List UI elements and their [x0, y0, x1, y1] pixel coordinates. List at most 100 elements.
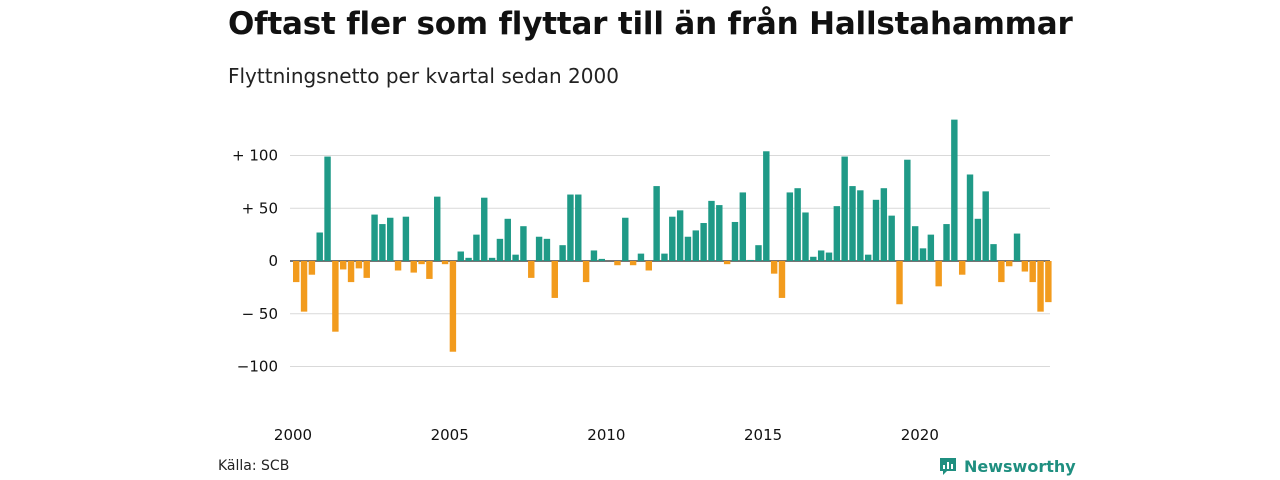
bar-q90	[990, 244, 997, 261]
bar-q38	[582, 261, 590, 283]
bar-q71	[841, 156, 848, 261]
bar-q88	[974, 218, 982, 261]
bar-q97	[1045, 261, 1052, 303]
bar-q54	[708, 200, 715, 261]
bar-q79	[904, 159, 911, 261]
bar-q1	[293, 261, 300, 283]
bar-q51	[684, 236, 692, 261]
bar-q62	[770, 261, 778, 274]
bar-q76	[880, 188, 888, 261]
brand-name: Newsworthy	[964, 456, 1076, 476]
bar-q85	[951, 119, 958, 261]
bar-q80	[911, 226, 919, 261]
bar-q45	[637, 253, 645, 261]
bar-q20	[441, 261, 449, 265]
bar-q32	[535, 236, 543, 261]
bar-q9	[355, 261, 363, 269]
bar-q46	[645, 261, 652, 271]
bar-q28	[504, 218, 511, 261]
bar-q58	[739, 192, 747, 262]
bar-q6	[332, 261, 339, 332]
bar-q39	[590, 250, 598, 261]
chart-subtitle: Flyttningsnetto per kvartal sedan 2000	[228, 64, 619, 88]
bar-q68	[817, 250, 825, 261]
bar-q56	[723, 261, 731, 265]
chart-title: Oftast fler som flyttar till än från Hal…	[228, 6, 1073, 42]
bar-q43	[622, 217, 629, 261]
bar-q35	[559, 245, 566, 261]
bar-q57	[731, 221, 739, 261]
y-tick-label: + 100	[232, 147, 278, 165]
bar-q72	[849, 186, 856, 261]
bar-q64	[786, 192, 794, 262]
bar-q61	[763, 151, 770, 261]
bar-q75	[872, 199, 880, 261]
bar-q42	[614, 261, 621, 266]
bar-q96	[1037, 261, 1044, 312]
bar-q23	[465, 257, 472, 261]
x-tick-label: 2015	[744, 426, 782, 444]
bar-q48	[661, 253, 668, 261]
bar-q74	[864, 254, 872, 261]
x-tick-label: 2005	[431, 426, 469, 444]
bar-q66	[802, 212, 809, 261]
bar-q36	[567, 194, 574, 261]
y-tick-label: − 50	[242, 305, 278, 323]
bar-q26	[488, 257, 496, 261]
newsworthy-logo-icon	[940, 458, 956, 475]
bar-q49	[669, 216, 676, 261]
bar-q50	[676, 210, 684, 261]
bar-q59	[747, 259, 754, 261]
bar-q86	[958, 261, 966, 275]
bar-q84	[943, 224, 950, 261]
bar-q92	[1005, 261, 1013, 267]
bar-q47	[653, 186, 660, 261]
bar-q30	[520, 226, 527, 261]
bar-q83	[935, 261, 942, 287]
bar-q94	[1021, 261, 1029, 272]
bar-q34	[551, 261, 558, 298]
bar-q3	[308, 261, 316, 275]
brand-logo: Newsworthy	[938, 456, 1076, 476]
bar-q15	[402, 216, 410, 261]
bar-q10	[363, 261, 370, 278]
bar-q37	[575, 194, 582, 261]
bar-q44	[629, 261, 637, 266]
bar-q21	[449, 261, 457, 352]
bar-q31	[528, 261, 535, 278]
bar-q77	[888, 215, 895, 261]
bar-q63	[778, 261, 786, 298]
bar-q16	[410, 261, 417, 273]
x-axis-labels: 2000 2005 2010 2015 2020	[274, 426, 939, 444]
bar-q4	[316, 232, 323, 261]
bar-q5	[324, 156, 331, 261]
bar-q73	[857, 190, 864, 261]
bar-q40	[598, 258, 605, 261]
y-tick-label: + 50	[242, 199, 278, 217]
bar-q29	[512, 254, 519, 261]
bar-q69	[825, 252, 833, 261]
bar-q7	[340, 261, 347, 270]
bar-q55	[716, 205, 723, 261]
source-note: Källa: SCB	[218, 458, 290, 474]
y-axis-labels: + 100 + 50 0 − 50 −100	[232, 147, 278, 376]
bar-q53	[700, 223, 707, 261]
bar-q25	[481, 197, 488, 261]
bar-q24	[473, 234, 480, 262]
bar-q8	[347, 261, 355, 283]
bar-q81	[919, 248, 927, 261]
bar-q17	[418, 261, 425, 265]
x-tick-label: 2000	[274, 426, 312, 444]
bar-q95	[1029, 261, 1036, 283]
bar-q18	[426, 261, 433, 279]
bar-q33	[543, 238, 551, 261]
bars-layer	[293, 119, 1052, 352]
bar-q2	[300, 261, 308, 312]
x-tick-label: 2010	[587, 426, 625, 444]
bar-q11	[371, 214, 378, 261]
bar-q52	[692, 230, 700, 261]
bar-q22	[457, 251, 464, 261]
y-tick-label: −100	[237, 358, 278, 376]
bar-q82	[927, 234, 935, 262]
